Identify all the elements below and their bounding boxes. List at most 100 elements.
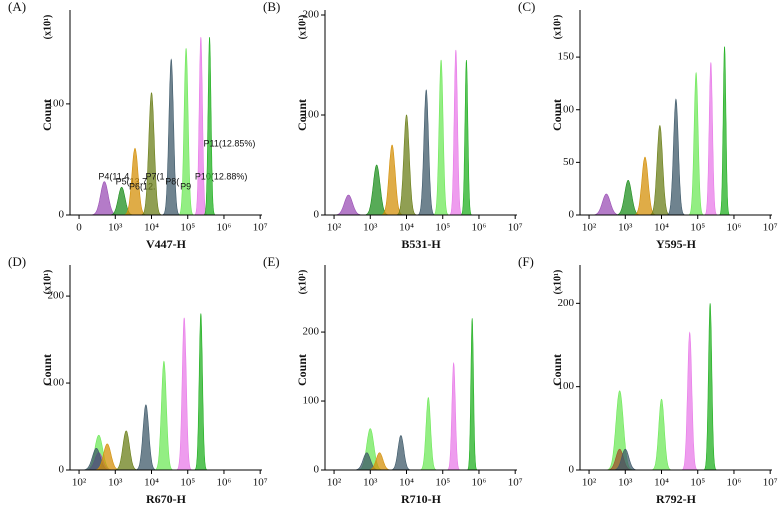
histogram-peak bbox=[395, 114, 418, 216]
histogram-peak bbox=[153, 360, 174, 471]
x-tick-label: 10² bbox=[327, 222, 342, 234]
y-tick-label: 200 bbox=[303, 9, 320, 21]
y-axis-unit: (x10¹) bbox=[552, 15, 563, 40]
panel-label: (A) bbox=[8, 0, 26, 14]
x-tick-label: 10⁶ bbox=[217, 222, 232, 234]
x-tick-label: 10⁷ bbox=[763, 222, 778, 234]
histogram-peak bbox=[703, 62, 718, 216]
x-tick-label: 10³ bbox=[618, 222, 633, 234]
x-tick-label: 10³ bbox=[363, 477, 378, 489]
x-tick-label: 10⁴ bbox=[144, 222, 159, 234]
x-tick-label: 10⁷ bbox=[508, 222, 523, 234]
panel: (D) (x10¹) Count R670-H 0 100 200 10² 10³ 10⁴ 10⁵ 1… bbox=[8, 254, 268, 506]
histogram-peak bbox=[446, 362, 461, 471]
x-tick-label: 10² bbox=[72, 477, 87, 489]
x-tick-label: 10³ bbox=[363, 222, 378, 234]
histogram-peak bbox=[419, 397, 438, 471]
histogram-peak bbox=[416, 89, 436, 216]
histogram-peak bbox=[687, 71, 705, 216]
histogram-peak bbox=[432, 59, 450, 216]
x-tick-label: 10⁵ bbox=[690, 477, 705, 489]
y-axis-label: Count bbox=[550, 354, 564, 386]
gate-label: P7(1 bbox=[146, 171, 165, 181]
histogram-peak bbox=[718, 46, 731, 216]
histogram-peak bbox=[134, 404, 158, 471]
histogram-peak bbox=[177, 48, 195, 216]
panel-label: (B) bbox=[263, 0, 280, 14]
histogram-peak bbox=[681, 331, 699, 471]
x-tick-label: 10⁵ bbox=[180, 222, 195, 234]
panel: (F) (x10¹) Count R792-H 0 100 200 10² 10³ 10⁴ 10⁵ 1… bbox=[518, 254, 778, 506]
y-tick-label: 0 bbox=[314, 464, 320, 476]
gate-label: P6(12. bbox=[129, 181, 156, 191]
histogram-peak bbox=[89, 181, 120, 216]
y-tick-label: 50 bbox=[563, 156, 575, 168]
histogram-peak bbox=[161, 58, 181, 216]
x-tick-label: 10³ bbox=[108, 222, 123, 234]
y-axis-unit: (x10¹) bbox=[42, 15, 53, 40]
y-tick-label: 200 bbox=[48, 290, 65, 302]
gate-label: P4(11.4 bbox=[98, 171, 129, 181]
y-axis-unit: (x10¹) bbox=[552, 270, 563, 295]
x-axis-label: R710-H bbox=[401, 492, 442, 506]
x-tick-label: 10⁵ bbox=[435, 477, 450, 489]
histogram-peak bbox=[666, 98, 686, 216]
x-tick-label: 10⁴ bbox=[144, 477, 159, 489]
histogram-peak bbox=[648, 124, 671, 216]
x-tick-label: 10⁴ bbox=[654, 477, 669, 489]
histogram-peak bbox=[112, 430, 140, 471]
x-tick-label: 10⁶ bbox=[472, 477, 487, 489]
x-axis-label: Y595-H bbox=[656, 237, 697, 251]
y-tick-label: 0 bbox=[314, 209, 320, 221]
y-tick-label: 200 bbox=[558, 297, 575, 309]
y-axis-unit: (x10¹) bbox=[42, 270, 53, 295]
y-tick-label: 0 bbox=[59, 464, 65, 476]
y-tick-label: 100 bbox=[303, 395, 320, 407]
histogram-peak bbox=[466, 318, 478, 471]
gate-label: P11(12.85%) bbox=[204, 138, 256, 148]
panel-label: (E) bbox=[263, 254, 280, 269]
x-tick-label: 10⁷ bbox=[253, 222, 268, 234]
histogram-peak bbox=[460, 59, 473, 216]
y-axis-label: Count bbox=[40, 354, 54, 386]
panel: (E) (x10¹) Count R710-H 0 100 200 10² 10³ 10⁴ 10⁵ 1… bbox=[263, 254, 523, 506]
y-tick-label: 150 bbox=[558, 51, 575, 63]
y-tick-label: 100 bbox=[558, 103, 575, 115]
panel-label: (F) bbox=[518, 254, 534, 269]
panel-label: (C) bbox=[518, 0, 535, 14]
panel: (B) (x10¹) Count B531-H 0 100 200 10² 10³ 10⁴ 10⁵ 1… bbox=[263, 0, 523, 251]
y-tick-label: 200 bbox=[303, 326, 320, 338]
histogram-peak bbox=[140, 92, 163, 216]
x-tick-label: 10⁵ bbox=[435, 222, 450, 234]
x-tick-label: 10⁴ bbox=[399, 477, 414, 489]
x-tick-label: 10⁷ bbox=[763, 477, 778, 489]
x-axis-label: R792-H bbox=[656, 492, 697, 506]
y-axis-label: Count bbox=[550, 99, 564, 131]
x-tick-label: 10⁷ bbox=[508, 477, 523, 489]
x-axis-label: V447-H bbox=[146, 237, 187, 251]
x-axis-label: R670-H bbox=[146, 492, 187, 506]
panel: (A)(x10¹)CountV447-HP4(11.4P5(13.7P6(12.… bbox=[8, 0, 268, 251]
y-tick-label: 0 bbox=[59, 209, 65, 221]
y-axis-label: Count bbox=[40, 99, 54, 131]
x-tick-label: 10⁷ bbox=[253, 477, 268, 489]
y-axis-unit: (x10¹) bbox=[297, 270, 308, 295]
gate-label: P9 bbox=[180, 181, 191, 191]
x-tick-label: 10⁴ bbox=[399, 222, 414, 234]
histogram-peak bbox=[703, 303, 718, 471]
y-tick-label: 0 bbox=[569, 464, 575, 476]
histogram-peak bbox=[650, 398, 673, 471]
x-tick-label: 10³ bbox=[618, 477, 633, 489]
y-tick-label: 100 bbox=[48, 97, 65, 109]
histogram-peak bbox=[332, 194, 365, 216]
histogram-peak bbox=[193, 37, 208, 216]
histogram-peak bbox=[389, 435, 413, 471]
y-tick-label: 0 bbox=[569, 209, 575, 221]
panel: (C) (x10¹) Count Y595-H 0 50 100 150 10² 10³ 10⁴ 10… bbox=[518, 0, 778, 251]
panel-label: (D) bbox=[8, 254, 26, 269]
histogram-peak bbox=[203, 37, 216, 216]
y-axis-label: Count bbox=[295, 99, 309, 131]
x-tick-label: 10² bbox=[327, 477, 342, 489]
x-tick-label: 10⁶ bbox=[217, 477, 232, 489]
